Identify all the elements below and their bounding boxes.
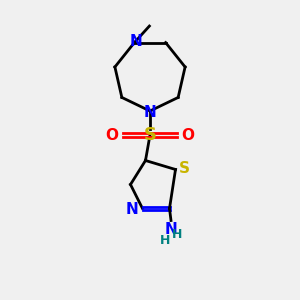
Text: H: H bbox=[172, 228, 182, 241]
Text: N: N bbox=[144, 105, 156, 120]
Text: N: N bbox=[125, 202, 138, 217]
Text: S: S bbox=[143, 126, 157, 144]
Text: H: H bbox=[160, 234, 170, 247]
Text: S: S bbox=[179, 160, 190, 175]
Text: N: N bbox=[130, 34, 142, 49]
Text: N: N bbox=[165, 222, 177, 237]
Text: O: O bbox=[182, 128, 194, 142]
Text: O: O bbox=[106, 128, 118, 142]
